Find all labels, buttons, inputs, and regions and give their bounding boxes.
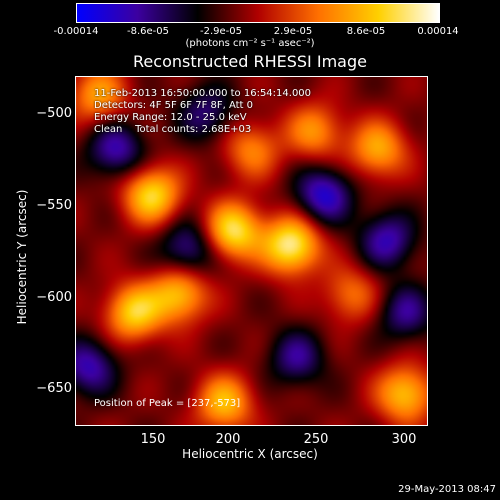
x-tick-label: 150 <box>140 432 166 447</box>
x-tick-label: 200 <box>215 432 241 447</box>
y-tick-label: −600 <box>36 290 72 305</box>
colorbar-tick-label: 8.6e-05 <box>346 26 386 37</box>
x-axis-label: Heliocentric X (arcsec) <box>182 447 318 461</box>
info-energy-range: Energy Range: 12.0 - 25.0 keV <box>94 112 247 123</box>
chart-title: Reconstructed RHESSI Image <box>133 52 367 71</box>
y-tick-label: −550 <box>36 198 72 213</box>
info-detectors: Detectors: 4F 5F 6F 7F 8F, Att 0 <box>94 100 254 111</box>
plot-area <box>75 76 428 426</box>
x-tick-label: 250 <box>303 432 329 447</box>
y-tick-label: −650 <box>36 381 72 396</box>
heatmap-image <box>76 77 427 425</box>
y-axis-label: Heliocentric Y (arcsec) <box>15 189 29 325</box>
colorbar-tick-label: -0.00014 <box>53 26 99 37</box>
y-tick-label: −500 <box>36 106 72 121</box>
peak-position-text: Position of Peak = [237,-573] <box>94 398 241 409</box>
x-tick-label: 300 <box>391 432 417 447</box>
colorbar-tick-label: 0.00014 <box>417 26 459 37</box>
info-total-counts: Clean Total counts: 2.68E+03 <box>94 124 252 135</box>
colorbar-tick-label: 2.9e-05 <box>273 26 313 37</box>
info-time-range: 11-Feb-2013 16:50:00.000 to 16:54:14.000 <box>94 88 312 99</box>
colorbar-unit-label: (photons cm⁻² s⁻¹ asec⁻²) <box>185 38 315 49</box>
colorbar-tick-label: -8.6e-05 <box>127 26 169 37</box>
colorbar <box>76 3 440 23</box>
colorbar-tick-label: -2.9e-05 <box>200 26 242 37</box>
footer-date: 29-May-2013 08:47 <box>398 484 496 495</box>
